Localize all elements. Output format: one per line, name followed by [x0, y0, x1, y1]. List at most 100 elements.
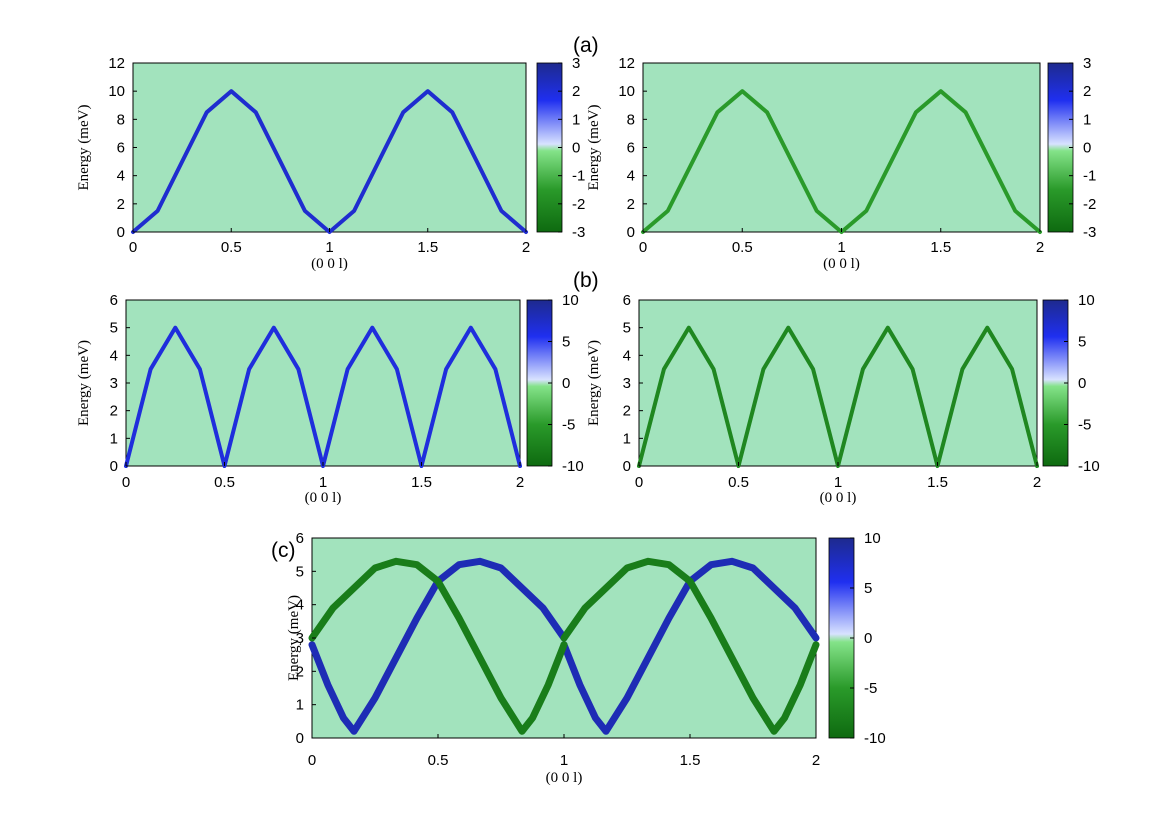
colorbar-tick-label: 0 [1083, 140, 1091, 157]
y-tick-label: 0 [110, 458, 118, 475]
x-tick-label: 0 [308, 752, 316, 769]
plot-2: 0 0.5 1 1.5 2 0 1 2 3 4 5 6 (0 0 l) Energy (meV) 10 5 0 -… [76, 292, 584, 506]
colorbar-tick-label: -2 [572, 196, 585, 213]
plot-area [638, 299, 1038, 467]
colorbar-tick-label: -1 [572, 168, 585, 185]
x-axis-label: (0 0 l) [305, 490, 342, 506]
y-tick-label: 6 [117, 140, 125, 157]
colorbar-tick-label: 5 [1078, 334, 1086, 351]
y-tick-label: 5 [623, 320, 631, 337]
panel-label-a: (a) [573, 34, 599, 57]
plot-area [132, 62, 527, 233]
y-tick-label: 0 [627, 224, 635, 241]
y-axis-label: Energy (meV) [286, 595, 302, 681]
colorbar-tick-label: 0 [562, 375, 570, 392]
y-axis-label: Energy (meV) [586, 340, 602, 426]
x-tick-label: 1.5 [927, 474, 948, 491]
x-tick-label: 2 [1036, 239, 1044, 256]
plot-area [642, 62, 1041, 233]
y-tick-label: 3 [296, 630, 304, 647]
y-tick-label: 6 [627, 140, 635, 157]
y-tick-label: 5 [110, 320, 118, 337]
x-tick-label: 0 [122, 474, 130, 491]
plot-area [125, 299, 521, 467]
colorbar-tick-label: -3 [1083, 224, 1096, 241]
x-tick-label: 1.5 [930, 239, 951, 256]
y-tick-label: 8 [627, 111, 635, 128]
x-tick-label: 0.5 [728, 474, 749, 491]
y-tick-label: 4 [627, 168, 635, 185]
colorbar-tick-label: 2 [572, 83, 580, 100]
y-tick-label: 10 [108, 83, 125, 100]
x-tick-label: 0.5 [428, 752, 449, 769]
x-tick-label: 1 [834, 474, 842, 491]
y-tick-label: 4 [110, 347, 118, 364]
colorbar-tick-label: 0 [864, 630, 872, 647]
dispersion-curve-0 [308, 557, 568, 735]
colorbar-tick-label: 3 [1083, 55, 1091, 72]
x-tick-label: 1.5 [680, 752, 701, 769]
y-tick-label: 6 [623, 292, 631, 309]
colorbar-tick-label: 10 [1078, 292, 1095, 309]
x-tick-label: 2 [1033, 474, 1041, 491]
x-tick-label: 0 [639, 239, 647, 256]
y-tick-label: 6 [296, 530, 304, 547]
y-tick-label: 1 [623, 430, 631, 447]
x-tick-label: 2 [812, 752, 820, 769]
y-tick-label: 3 [623, 375, 631, 392]
x-tick-label: 1 [837, 239, 845, 256]
colorbar-tick-label: -3 [572, 224, 585, 241]
colorbar-tick-label: -5 [1078, 417, 1091, 434]
y-axis-label: Energy (meV) [76, 340, 92, 426]
y-tick-label: 6 [110, 292, 118, 309]
dispersion-curve-1 [560, 557, 820, 735]
x-tick-label: 0 [635, 474, 643, 491]
colorbar-tick-label: 0 [572, 140, 580, 157]
colorbar-tick-label: 3 [572, 55, 580, 72]
y-tick-label: 2 [110, 403, 118, 420]
x-tick-label: 1 [319, 474, 327, 491]
colorbar-tick-label: 1 [1083, 111, 1091, 128]
x-tick-label: 2 [522, 239, 530, 256]
colorbar-tick-label: 0 [1078, 375, 1086, 392]
y-axis-label: Energy (meV) [76, 105, 92, 191]
plot-3: 0 0.5 1 1.5 2 0 1 2 3 4 5 6 (0 0 l) Energy (meV) 10 5 0 -… [586, 292, 1100, 506]
plot-4: 0 0.5 1 1.5 2 0 1 2 3 4 5 6 (0 0 l) Energy (meV) 10 5 0 -… [286, 530, 886, 786]
colorbar-tick-label: -10 [1078, 458, 1100, 475]
x-tick-label: 0.5 [214, 474, 235, 491]
colorbar-tick-label: -2 [1083, 196, 1096, 213]
colorbar-tick-label: -5 [864, 680, 877, 697]
x-tick-label: 0 [129, 239, 137, 256]
x-tick-label: 1.5 [411, 474, 432, 491]
panel-label-b: (b) [573, 269, 599, 292]
y-tick-label: 1 [110, 430, 118, 447]
x-tick-label: 2 [516, 474, 524, 491]
y-tick-label: 2 [627, 196, 635, 213]
y-axis-label: Energy (meV) [586, 105, 602, 191]
x-axis-label: (0 0 l) [311, 256, 348, 272]
dispersion-curve-3 [560, 557, 820, 735]
y-tick-label: 12 [108, 55, 125, 72]
y-tick-label: 5 [296, 563, 304, 580]
y-tick-label: 2 [296, 663, 304, 680]
x-tick-label: 1.5 [417, 239, 438, 256]
y-tick-label: 4 [623, 347, 631, 364]
colorbar-tick-label: -5 [562, 417, 575, 434]
colorbar-tick-label: 2 [1083, 83, 1091, 100]
y-tick-label: 3 [110, 375, 118, 392]
x-tick-label: 1 [325, 239, 333, 256]
y-tick-label: 4 [117, 168, 125, 185]
y-tick-label: 12 [618, 55, 635, 72]
y-tick-label: 2 [623, 403, 631, 420]
y-tick-label: 0 [623, 458, 631, 475]
x-axis-label: (0 0 l) [823, 256, 860, 272]
dispersion-curve-2 [308, 557, 568, 735]
colorbar-tick-label: 5 [562, 334, 570, 351]
x-tick-label: 0.5 [732, 239, 753, 256]
colorbar [526, 299, 553, 467]
y-tick-label: 4 [296, 597, 304, 614]
colorbar-tick-label: -10 [562, 458, 584, 475]
